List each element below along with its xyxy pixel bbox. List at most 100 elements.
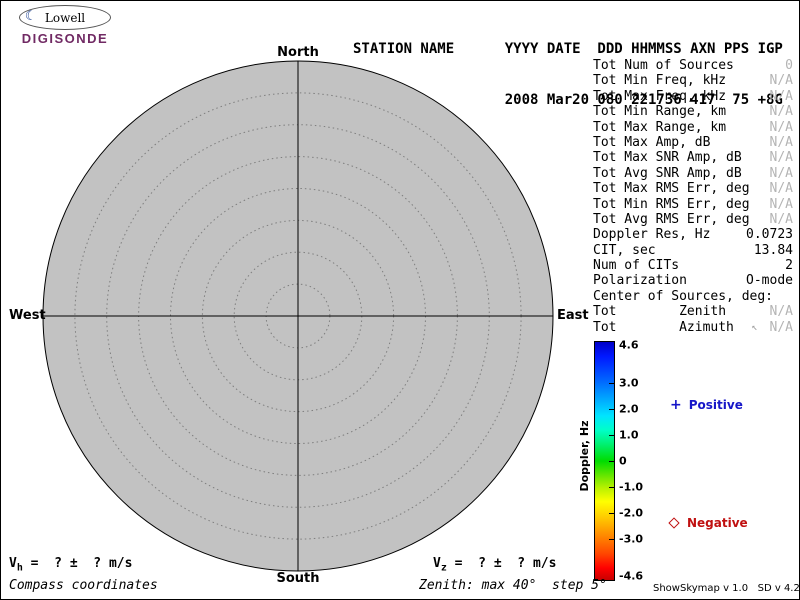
stat-value: N/A (769, 119, 793, 135)
compass-label-north: North (277, 45, 319, 60)
stat-label: Tot Max RMS Err, deg (593, 181, 750, 197)
stat-row-tot-zenith: Tot Zenith N/A (593, 304, 793, 319)
colorbar-tick-mark (609, 461, 614, 462)
stat-row-max-range: Tot Max Range, km N/A (593, 120, 793, 135)
colorbar-tick-mark (609, 539, 614, 540)
logo-product-text: DIGISONDE (21, 31, 109, 46)
stat-label: Tot Max Range, km (593, 119, 727, 135)
stat-row-avg-snr: Tot Avg SNR Amp, dB N/A (593, 166, 793, 181)
stat-value: N/A (769, 104, 793, 120)
colorbar-tick-label: 0 (619, 454, 627, 468)
logo-brand-text: Lowell (44, 10, 86, 25)
stat-row-max-amp: Tot Max Amp, dB N/A (593, 135, 793, 150)
stat-value: N/A (769, 181, 793, 197)
stat-value: N/A (769, 211, 793, 227)
stat-value: N/A (769, 165, 793, 181)
stat-label: Center of Sources, deg: (593, 288, 774, 304)
stat-value: N/A (769, 73, 793, 89)
colorbar-tick-mark (609, 487, 614, 488)
stat-row-num-sources: Tot Num of Sources 0 (593, 58, 793, 73)
station-header-columns: STATION NAME YYYY DATE DDD HHMMSS AXN PP… (353, 41, 783, 57)
vertical-velocity-readout: Vz = ? ± ? m/s (433, 556, 556, 574)
colorbar-tick-label: 2.0 (619, 402, 639, 416)
colorbar-tick-mark (609, 435, 614, 436)
stat-row-min-freq: Tot Min Freq, kHz N/A (593, 73, 793, 88)
vz-symbol: V (433, 556, 441, 571)
stat-value: N/A (769, 134, 793, 150)
stat-row-num-cits: Num of CITs 2 (593, 258, 793, 273)
colorbar-tick-mark (609, 383, 614, 384)
stat-label: Tot Min Range, km (593, 104, 727, 120)
compass-label-south: South (276, 571, 320, 586)
colorbar-tick-label: -3.0 (619, 532, 644, 546)
stat-value: N/A (769, 304, 793, 320)
compass-coordinates-note: Compass coordinates (9, 578, 158, 593)
stat-value: 0 (785, 58, 793, 73)
stat-label: Tot Zenith (593, 304, 727, 320)
stat-row-doppler-res: Doppler Res, Hz 0.0723 (593, 227, 793, 242)
doppler-colorbar: 4.6 3.0 2.0 1.0 0 -1.0 -2.0 -3.0 -4.6 (594, 338, 664, 583)
stat-label: Tot Max Freq, kHz (593, 88, 727, 104)
statistics-panel: Tot Num of Sources 0 Tot Min Freq, kHz N… (593, 58, 793, 335)
plus-marker-icon: + (670, 397, 682, 413)
vh-subscript: h (16, 562, 23, 574)
vh-symbol: V (9, 556, 17, 571)
stat-row-max-rms: Tot Max RMS Err, deg N/A (593, 181, 793, 196)
stat-value: 13.84 (753, 242, 793, 258)
stat-label: Tot Min RMS Err, deg (593, 196, 750, 212)
diamond-marker-icon (668, 517, 680, 529)
stat-row-polarization: Polarization O-mode (593, 273, 793, 288)
stat-label: Tot Max SNR Amp, dB (593, 150, 742, 166)
stat-value: N/A (769, 88, 793, 104)
stat-value: 2 (785, 258, 793, 274)
stat-label: Tot Azimuth (593, 319, 734, 335)
colorbar-tick-mark (609, 409, 614, 410)
legend-positive-label: Positive (688, 398, 743, 412)
stat-value: O-mode (746, 273, 793, 289)
stat-label: Tot Avg SNR Amp, dB (593, 165, 742, 181)
stat-row-min-range: Tot Min Range, km N/A (593, 104, 793, 119)
stat-row-avg-rms: Tot Avg RMS Err, deg N/A (593, 212, 793, 227)
lowell-digisonde-logo: ☾ Lowell DIGISONDE (9, 5, 121, 46)
colorbar-tick-label: -2.0 (619, 506, 644, 520)
zenith-scale-note: Zenith: max 40° step 5° (419, 578, 607, 593)
stat-label: Num of CITs (593, 258, 680, 274)
moon-icon: ☾ (25, 9, 33, 24)
stat-label: Tot Min Freq, kHz (593, 73, 727, 89)
logo-orbit-ellipse: ☾ Lowell (19, 5, 111, 30)
stat-value: 0.0723 (746, 227, 793, 243)
stat-row-cit-sec: CIT, sec 13.84 (593, 243, 793, 258)
colorbar-tick-mark (609, 513, 614, 514)
vz-value: = ? ± ? m/s (446, 556, 557, 571)
colorbar-tick-label: -1.0 (619, 480, 644, 494)
stat-row-max-freq: Tot Max Freq, kHz N/A (593, 89, 793, 104)
stat-row-min-rms: Tot Min RMS Err, deg N/A (593, 197, 793, 212)
legend-negative: Negative (668, 516, 748, 530)
stat-label: Tot Avg RMS Err, deg (593, 211, 750, 227)
compass-label-west: West (9, 308, 46, 323)
vh-value: = ? ± ? m/s (22, 556, 133, 571)
legend-positive: + Positive (670, 397, 743, 413)
horizontal-velocity-readout: Vh = ? ± ? m/s (9, 556, 132, 574)
software-version: ShowSkymap v 1.0 SD v 4.2 (653, 583, 800, 594)
stat-label: Tot Num of Sources (593, 58, 734, 73)
stat-row-center-of-sources: Center of Sources, deg: (593, 289, 793, 304)
stat-value: N/A (769, 150, 793, 166)
colorbar-tick-label: 4.6 (619, 338, 639, 352)
colorbar-tick-label: 3.0 (619, 376, 639, 390)
colorbar-tick-label: 1.0 (619, 428, 639, 442)
vz-subscript: z (440, 562, 447, 574)
stat-row-tot-azimuth: Tot Azimuth ↖ N/A (593, 320, 793, 335)
stat-row-max-snr: Tot Max SNR Amp, dB N/A (593, 150, 793, 165)
mouse-cursor-icon: ↖ (751, 321, 758, 333)
stat-label: Doppler Res, Hz (593, 227, 711, 243)
legend-negative-label: Negative (687, 516, 748, 530)
stat-value: N/A (769, 319, 793, 335)
stat-label: CIT, sec (593, 242, 656, 258)
compass-label-east: East (557, 308, 589, 323)
colorbar-gradient (594, 341, 615, 581)
colorbar-title: Doppler, Hz (578, 420, 591, 492)
stat-label: Polarization (593, 273, 687, 289)
